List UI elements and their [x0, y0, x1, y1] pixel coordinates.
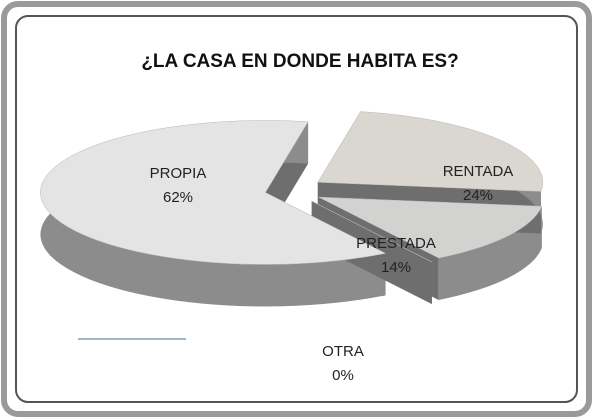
category-label: RENTADA [443, 163, 514, 180]
slice-side [438, 206, 542, 300]
chart-title: ¿LA CASA EN DONDE HABITA ES? [141, 51, 458, 72]
value-label: 14% [381, 259, 411, 276]
pie-slice [317, 111, 544, 192]
pie-slice [40, 120, 387, 265]
value-label: 62% [163, 189, 193, 206]
value-label: 24% [463, 187, 493, 204]
category-label: PROPIA [150, 165, 207, 182]
category-label: OTRA [322, 343, 364, 360]
pie [40, 111, 544, 307]
pie-slice [318, 196, 543, 259]
category-label: PRESTADA [356, 235, 436, 252]
value-label: 0% [332, 367, 354, 384]
